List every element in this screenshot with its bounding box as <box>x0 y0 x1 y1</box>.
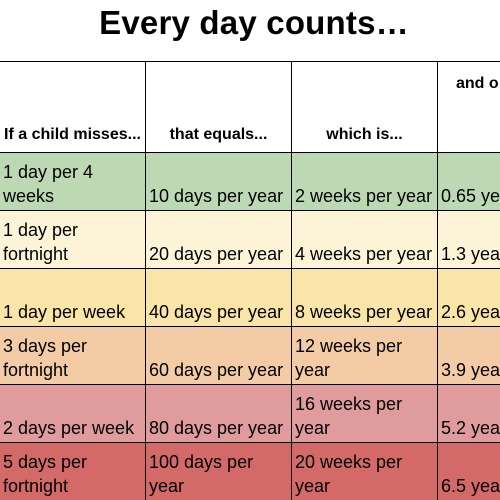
cell-which-is: 2 weeks per year <box>291 152 438 211</box>
cell-and-of-schooling: 2.6 yea <box>437 268 500 327</box>
header-and-of-schooling: and o scho <box>437 61 500 153</box>
cell-which-is: 20 weeks per year <box>291 442 438 500</box>
table-row: 1 day per 4 weeks 10 days per year 2 wee… <box>0 152 500 211</box>
table-row: 5 days per fortnight 100 days per year 2… <box>0 442 500 500</box>
cell-misses: 5 days per fortnight <box>0 442 146 500</box>
cell-which-is: 4 weeks per year <box>291 210 438 269</box>
cell-which-is: 12 weeks per year <box>291 326 438 385</box>
header-which-is: which is... <box>291 61 438 153</box>
cell-which-is: 8 weeks per year <box>291 268 438 327</box>
cell-equals: 80 days per year <box>145 384 292 443</box>
header-misses: If a child misses... <box>0 61 146 153</box>
table-row: 1 day per fortnight 20 days per year 4 w… <box>0 210 500 269</box>
table-row: 1 day per week 40 days per year 8 weeks … <box>0 268 500 327</box>
cell-misses: 1 day per fortnight <box>0 210 146 269</box>
cell-equals: 40 days per year <box>145 268 292 327</box>
cell-misses: 1 day per week <box>0 268 146 327</box>
cell-equals: 10 days per year <box>145 152 292 211</box>
cell-equals: 60 days per year <box>145 326 292 385</box>
cell-equals: 20 days per year <box>145 210 292 269</box>
table-row: 2 days per week 80 days per year 16 week… <box>0 384 500 443</box>
cell-misses: 3 days per fortnight <box>0 326 146 385</box>
attendance-table: If a child misses... that equals... whic… <box>0 61 500 500</box>
cell-and-of-schooling: 6.5 yea <box>437 442 500 500</box>
cell-and-of-schooling: 0.65 ye <box>437 152 500 211</box>
cell-which-is: 16 weeks per year <box>291 384 438 443</box>
header-row: If a child misses... that equals... whic… <box>0 61 500 153</box>
cell-and-of-schooling: 5.2 yea <box>437 384 500 443</box>
header-equals: that equals... <box>145 61 292 153</box>
cell-equals: 100 days per year <box>145 442 292 500</box>
page-title: Every day counts… <box>99 4 409 41</box>
cell-and-of-schooling: 1.3 yea <box>437 210 500 269</box>
cell-misses: 2 days per week <box>0 384 146 443</box>
cell-and-of-schooling: 3.9 yea <box>437 326 500 385</box>
table-row: 3 days per fortnight 60 days per year 12… <box>0 326 500 385</box>
cell-misses: 1 day per 4 weeks <box>0 152 146 211</box>
